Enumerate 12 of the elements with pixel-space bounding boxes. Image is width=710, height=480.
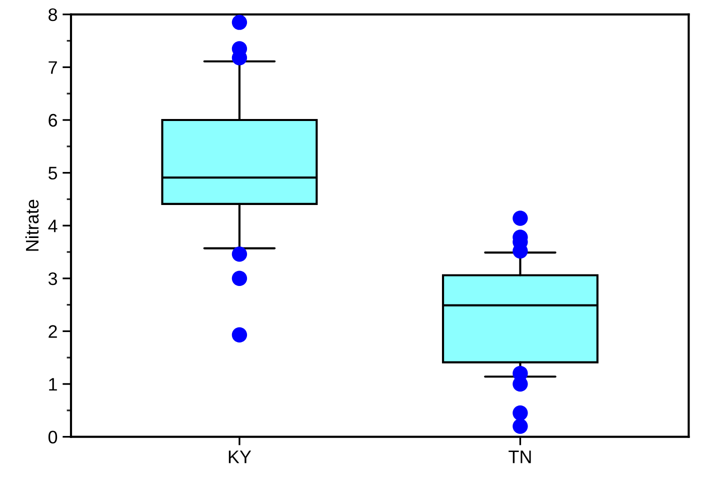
x-tick-label: TN [508, 450, 531, 464]
y-tick-label: 3 [48, 272, 58, 286]
y-tick-label: 4 [48, 220, 58, 232]
y-tick-label: 7 [48, 61, 57, 74]
y-tick-label: 5 [48, 166, 58, 180]
y-tick-label: 1 [49, 378, 57, 391]
y-tick-label: 8 [48, 8, 58, 22]
y-tick-label: 0 [48, 430, 58, 444]
x-tick-label: KY [228, 450, 252, 464]
y-axis-title: Nitrate [25, 200, 39, 251]
y-tick-label: 6 [48, 114, 58, 127]
y-tick-label: 2 [48, 325, 57, 338]
